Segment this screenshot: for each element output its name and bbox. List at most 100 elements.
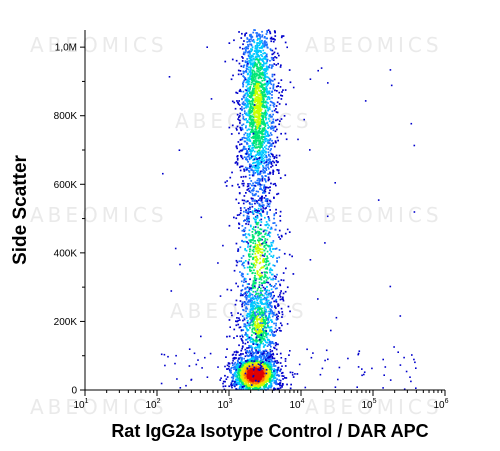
data-point (235, 217, 238, 220)
data-point (255, 56, 258, 58)
data-point (238, 222, 240, 225)
data-point (280, 368, 282, 371)
data-point (266, 345, 269, 347)
data-point (269, 283, 271, 286)
data-point (260, 114, 263, 117)
data-point (270, 292, 273, 294)
data-point (263, 160, 265, 162)
data-point (250, 360, 253, 362)
data-point (270, 367, 272, 370)
data-point (268, 289, 271, 292)
data-point (253, 65, 256, 68)
data-point (269, 352, 272, 355)
data-point (241, 305, 244, 308)
data-point (237, 368, 240, 370)
data-point (282, 35, 285, 37)
data-point (249, 269, 251, 271)
data-point (244, 342, 247, 345)
data-point (260, 355, 263, 358)
data-point (274, 376, 277, 379)
data-point (256, 372, 258, 375)
data-point (255, 256, 258, 259)
data-point (265, 144, 268, 147)
data-point (262, 342, 264, 345)
data-point (265, 372, 268, 375)
data-point (255, 363, 257, 366)
data-point (252, 73, 255, 76)
data-point (267, 178, 270, 180)
data-point (250, 309, 252, 311)
data-point (250, 115, 253, 118)
data-point (251, 90, 254, 92)
data-point (399, 364, 402, 366)
data-point (254, 115, 256, 118)
data-point (266, 378, 269, 381)
data-point (253, 382, 255, 385)
data-point (263, 45, 266, 48)
data-point (268, 384, 270, 387)
data-point (257, 84, 260, 86)
data-point (246, 312, 249, 315)
data-point (275, 299, 277, 302)
data-point (254, 332, 256, 334)
data-point (235, 320, 237, 323)
data-point (258, 82, 260, 84)
data-point (263, 56, 266, 59)
data-point (229, 176, 232, 179)
data-point (245, 317, 248, 319)
data-point (261, 293, 263, 296)
data-point (252, 264, 255, 267)
data-point (255, 98, 258, 101)
data-point (254, 297, 257, 299)
data-point (246, 133, 249, 135)
data-point (259, 381, 262, 383)
data-point (256, 107, 258, 110)
data-point (240, 65, 243, 68)
data-point (260, 98, 262, 100)
data-point (245, 310, 247, 313)
data-point (251, 370, 253, 373)
data-point (261, 101, 263, 103)
data-point (263, 289, 266, 291)
data-point (272, 334, 274, 337)
data-point (243, 277, 246, 280)
data-point (233, 368, 235, 370)
data-point (253, 145, 256, 148)
data-point (338, 366, 341, 369)
data-point (272, 65, 274, 67)
data-point (271, 305, 273, 308)
data-point (256, 131, 259, 134)
data-point (263, 153, 266, 156)
data-point (248, 89, 251, 92)
data-point (240, 176, 243, 178)
data-point (283, 115, 286, 117)
data-point (263, 332, 265, 334)
data-point (267, 264, 270, 266)
data-point (267, 305, 270, 307)
data-point (260, 342, 262, 344)
data-point (258, 210, 260, 212)
data-point (242, 382, 244, 384)
data-point (245, 386, 248, 388)
data-point (273, 145, 276, 148)
data-point (270, 385, 273, 387)
data-point (254, 302, 256, 304)
data-point (264, 281, 267, 284)
data-point (245, 333, 247, 335)
data-point (268, 115, 271, 118)
watermark-layer: ABEOMICS ABEOMICS ABEOMICS ABEOMICS ABEO… (30, 33, 439, 419)
data-point (268, 376, 271, 378)
data-point (238, 213, 241, 216)
data-point (260, 59, 262, 61)
data-point (266, 101, 268, 104)
data-point (235, 354, 237, 356)
data-point (262, 102, 265, 104)
data-point (235, 350, 238, 353)
data-point (251, 169, 254, 172)
data-point (257, 157, 259, 160)
data-point (260, 326, 263, 329)
data-point (253, 118, 256, 121)
data-point (269, 48, 272, 50)
data-point (237, 73, 240, 76)
data-point (273, 365, 275, 367)
